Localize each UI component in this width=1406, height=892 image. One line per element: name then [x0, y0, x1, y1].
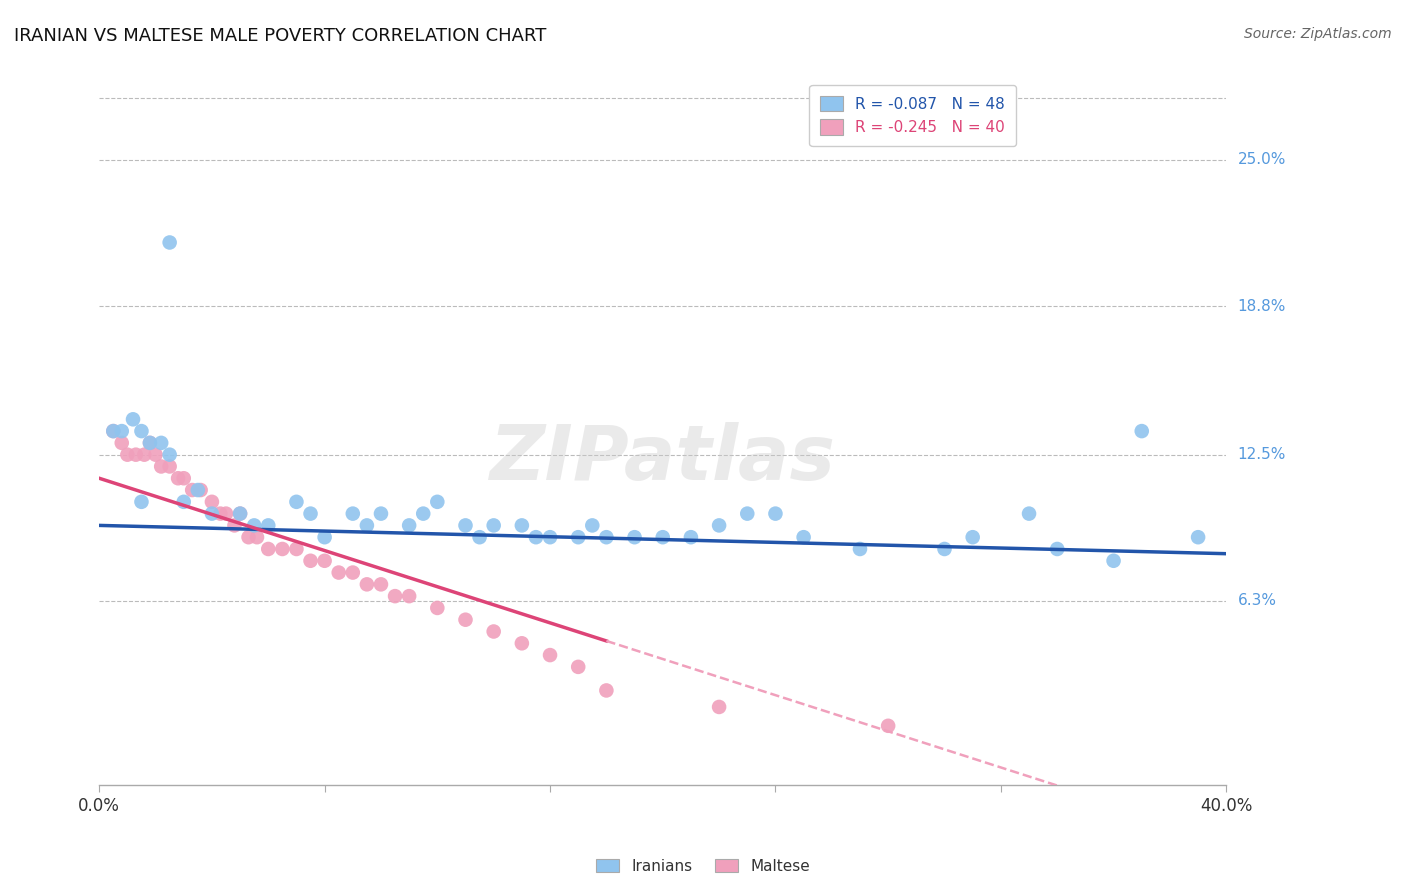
Point: [384, 589, 406, 603]
Point: [412, 507, 434, 521]
Point: [707, 518, 730, 533]
Point: [679, 530, 702, 544]
Point: [765, 507, 787, 521]
Point: [150, 459, 173, 474]
Point: [159, 448, 181, 462]
Point: [201, 507, 224, 521]
Point: [139, 436, 162, 450]
Point: [538, 648, 561, 662]
Point: [595, 683, 617, 698]
Point: [150, 436, 173, 450]
Legend: R = -0.087   N = 48, R = -0.245   N = 40: R = -0.087 N = 48, R = -0.245 N = 40: [810, 85, 1015, 146]
Point: [482, 518, 505, 533]
Text: IRANIAN VS MALTESE MALE POVERTY CORRELATION CHART: IRANIAN VS MALTESE MALE POVERTY CORRELAT…: [14, 27, 547, 45]
Point: [962, 530, 984, 544]
Point: [159, 459, 181, 474]
Point: [122, 412, 145, 426]
Text: 6.3%: 6.3%: [1237, 593, 1277, 608]
Point: [125, 448, 148, 462]
Point: [934, 541, 956, 556]
Point: [173, 495, 195, 509]
Point: [793, 530, 815, 544]
Point: [707, 700, 730, 714]
Point: [181, 483, 204, 497]
Point: [314, 554, 336, 568]
Point: [224, 518, 246, 533]
Point: [117, 448, 139, 462]
Point: [187, 483, 209, 497]
Point: [1130, 424, 1153, 438]
Point: [567, 660, 589, 674]
Text: ZIPatlas: ZIPatlas: [489, 423, 835, 496]
Legend: Iranians, Maltese: Iranians, Maltese: [591, 853, 815, 880]
Point: [510, 518, 533, 533]
Point: [1102, 554, 1125, 568]
Point: [103, 424, 125, 438]
Text: 25.0%: 25.0%: [1237, 153, 1286, 168]
Point: [111, 424, 134, 438]
Point: [328, 566, 350, 580]
Point: [285, 495, 308, 509]
Point: [103, 424, 125, 438]
Point: [1018, 507, 1040, 521]
Text: Source: ZipAtlas.com: Source: ZipAtlas.com: [1244, 27, 1392, 41]
Point: [356, 518, 378, 533]
Point: [567, 530, 589, 544]
Point: [229, 507, 252, 521]
Point: [538, 530, 561, 544]
Point: [134, 448, 156, 462]
Point: [257, 541, 280, 556]
Point: [257, 518, 280, 533]
Point: [167, 471, 190, 485]
Point: [229, 507, 252, 521]
Point: [131, 495, 153, 509]
Point: [623, 530, 645, 544]
Point: [342, 507, 364, 521]
Point: [877, 719, 900, 733]
Point: [173, 471, 195, 485]
Point: [735, 507, 758, 521]
Point: [581, 518, 603, 533]
Point: [1046, 541, 1069, 556]
Point: [651, 530, 673, 544]
Point: [190, 483, 212, 497]
Point: [299, 554, 322, 568]
Point: [398, 589, 420, 603]
Point: [370, 577, 392, 591]
Point: [238, 530, 260, 544]
Point: [510, 636, 533, 650]
Point: [468, 530, 491, 544]
Point: [299, 507, 322, 521]
Point: [215, 507, 238, 521]
Point: [426, 601, 449, 615]
Point: [398, 518, 420, 533]
Text: 12.5%: 12.5%: [1237, 447, 1286, 462]
Point: [342, 566, 364, 580]
Point: [595, 530, 617, 544]
Point: [370, 507, 392, 521]
Point: [139, 436, 162, 450]
Point: [524, 530, 547, 544]
Point: [271, 541, 294, 556]
Point: [285, 541, 308, 556]
Point: [454, 518, 477, 533]
Point: [159, 235, 181, 250]
Point: [482, 624, 505, 639]
Point: [243, 518, 266, 533]
Point: [246, 530, 269, 544]
Point: [356, 577, 378, 591]
Point: [454, 613, 477, 627]
Point: [201, 495, 224, 509]
Point: [314, 530, 336, 544]
Text: 18.8%: 18.8%: [1237, 299, 1286, 314]
Point: [111, 436, 134, 450]
Point: [849, 541, 872, 556]
Point: [426, 495, 449, 509]
Point: [131, 424, 153, 438]
Point: [209, 507, 232, 521]
Point: [145, 448, 167, 462]
Point: [1187, 530, 1209, 544]
